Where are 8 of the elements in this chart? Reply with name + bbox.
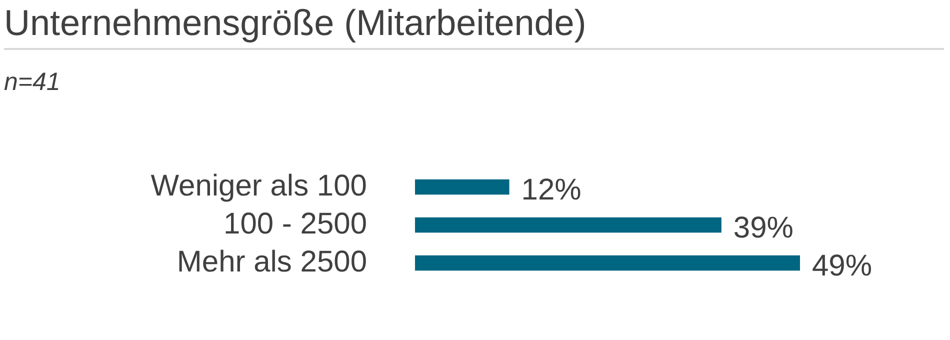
y-tick-label: Mehr als 2500: [176, 245, 367, 278]
data-label: 39%: [733, 211, 794, 244]
y-tick-label: 100 - 2500: [224, 207, 367, 240]
data-label: 12%: [521, 173, 582, 206]
data-label: 49%: [812, 249, 872, 282]
y-tick-label: Weniger als 100: [150, 169, 367, 202]
chart-title: Unternehmensgröße (Mitarbeitende): [4, 2, 944, 50]
text: n=41: [4, 68, 60, 97]
